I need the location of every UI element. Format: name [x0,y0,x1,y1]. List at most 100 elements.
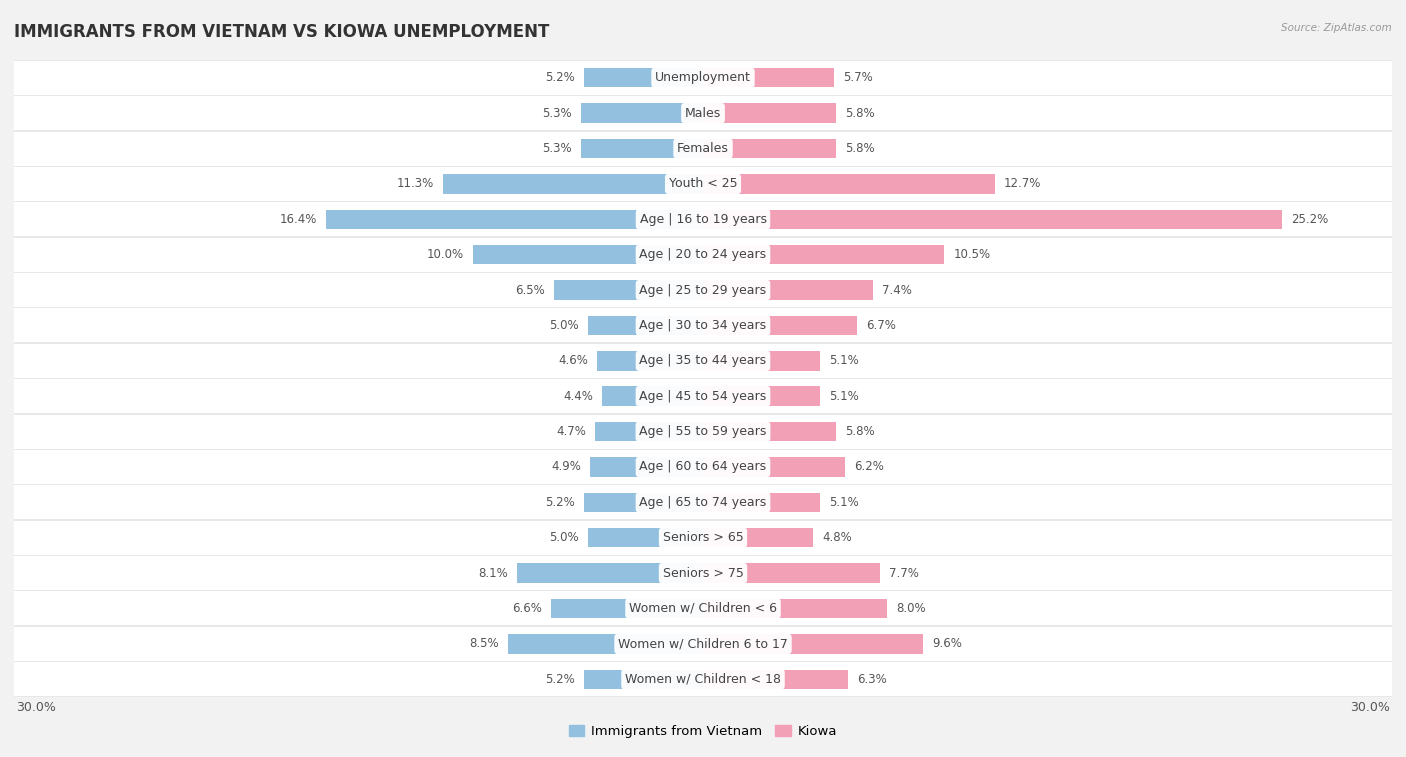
Text: 11.3%: 11.3% [396,177,434,191]
Bar [703,280,873,300]
Text: 25.2%: 25.2% [1291,213,1329,226]
Bar [554,280,703,300]
Text: 8.5%: 8.5% [470,637,499,650]
Bar [14,627,1392,661]
Text: Age | 35 to 44 years: Age | 35 to 44 years [640,354,766,367]
Bar [595,422,703,441]
Bar [14,379,1392,413]
Text: IMMIGRANTS FROM VIETNAM VS KIOWA UNEMPLOYMENT: IMMIGRANTS FROM VIETNAM VS KIOWA UNEMPLO… [14,23,550,41]
Text: 5.1%: 5.1% [830,496,859,509]
Text: 6.3%: 6.3% [856,673,887,686]
Bar [14,343,1392,378]
Text: Age | 20 to 24 years: Age | 20 to 24 years [640,248,766,261]
Bar [326,210,703,229]
Bar [14,344,1392,378]
Bar [14,414,1392,449]
Bar [14,273,1392,307]
Bar [551,599,703,618]
Bar [583,669,703,689]
Bar [14,273,1392,308]
Text: Age | 45 to 54 years: Age | 45 to 54 years [640,390,766,403]
Text: 5.7%: 5.7% [844,71,873,84]
Bar [14,167,1392,201]
Bar [14,96,1392,130]
Text: 5.2%: 5.2% [544,71,575,84]
Text: 6.2%: 6.2% [855,460,884,473]
Text: 5.3%: 5.3% [543,142,572,155]
Text: 10.5%: 10.5% [953,248,990,261]
Text: Age | 65 to 74 years: Age | 65 to 74 years [640,496,766,509]
Bar [14,626,1392,662]
Bar [703,457,845,477]
Legend: Immigrants from Vietnam, Kiowa: Immigrants from Vietnam, Kiowa [564,719,842,743]
Text: Age | 16 to 19 years: Age | 16 to 19 years [640,213,766,226]
Text: 6.6%: 6.6% [512,602,543,615]
Bar [14,202,1392,236]
Bar [14,60,1392,95]
Bar [14,662,1392,697]
Bar [581,104,703,123]
Bar [703,104,837,123]
Bar [14,308,1392,343]
Text: 4.7%: 4.7% [555,425,586,438]
Text: 5.0%: 5.0% [550,531,579,544]
Bar [703,528,813,547]
Text: Women w/ Children < 18: Women w/ Children < 18 [626,673,780,686]
Bar [14,415,1392,449]
Bar [703,493,820,512]
Bar [583,68,703,88]
Bar [703,634,924,653]
Bar [588,528,703,547]
Text: 5.3%: 5.3% [543,107,572,120]
Bar [14,131,1392,167]
Text: Age | 60 to 64 years: Age | 60 to 64 years [640,460,766,473]
Text: Age | 30 to 34 years: Age | 30 to 34 years [640,319,766,332]
Bar [703,422,837,441]
Text: 5.2%: 5.2% [544,496,575,509]
Text: 5.8%: 5.8% [845,425,875,438]
Bar [588,316,703,335]
Bar [14,95,1392,131]
Bar [703,599,887,618]
Text: 4.6%: 4.6% [558,354,588,367]
Bar [508,634,703,653]
Text: 7.4%: 7.4% [882,284,912,297]
Bar [14,590,1392,626]
Text: Unemployment: Unemployment [655,71,751,84]
Bar [517,563,703,583]
Bar [703,174,994,194]
Bar [703,210,1282,229]
Bar [474,245,703,264]
Bar [14,484,1392,520]
Text: 5.1%: 5.1% [830,390,859,403]
Text: Seniors > 75: Seniors > 75 [662,566,744,580]
Text: 7.7%: 7.7% [889,566,920,580]
Text: Women w/ Children 6 to 17: Women w/ Children 6 to 17 [619,637,787,650]
Bar [14,238,1392,272]
Text: 5.1%: 5.1% [830,354,859,367]
Bar [14,591,1392,625]
Bar [703,316,856,335]
Text: Youth < 25: Youth < 25 [669,177,737,191]
Bar [14,61,1392,95]
Text: 4.4%: 4.4% [562,390,593,403]
Text: 5.2%: 5.2% [544,673,575,686]
Bar [581,139,703,158]
Text: Age | 25 to 29 years: Age | 25 to 29 years [640,284,766,297]
Text: Males: Males [685,107,721,120]
Bar [703,68,834,88]
Bar [583,493,703,512]
Text: 8.0%: 8.0% [896,602,925,615]
Text: Females: Females [678,142,728,155]
Text: 30.0%: 30.0% [1350,701,1389,714]
Bar [14,450,1392,484]
Bar [14,308,1392,342]
Text: Source: ZipAtlas.com: Source: ZipAtlas.com [1281,23,1392,33]
Text: 12.7%: 12.7% [1004,177,1042,191]
Bar [703,387,820,406]
Text: 6.5%: 6.5% [515,284,544,297]
Bar [703,351,820,370]
Bar [14,201,1392,237]
Bar [14,237,1392,273]
Bar [443,174,703,194]
